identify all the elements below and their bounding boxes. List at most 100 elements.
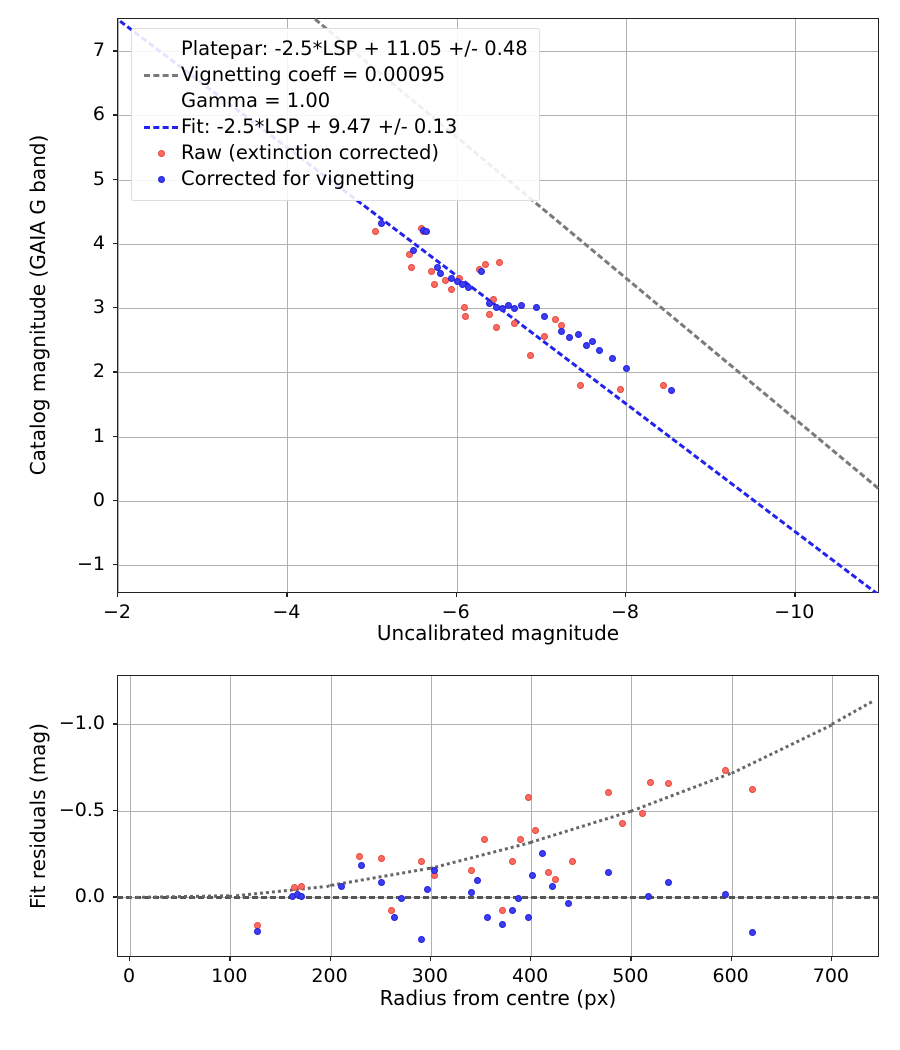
- gridline-horizontal: [118, 565, 878, 567]
- raw-data-point: [524, 794, 532, 802]
- y-axis-tick: [113, 809, 117, 812]
- corrected-data-point: [596, 347, 604, 355]
- gridline-vertical: [430, 676, 432, 956]
- raw-data-point: [568, 858, 576, 866]
- raw-data-point: [498, 906, 506, 914]
- raw-data-point: [408, 263, 416, 271]
- x-axis-tick-label: 600: [712, 965, 749, 987]
- raw-data-point: [577, 381, 585, 389]
- gridline-vertical: [330, 676, 332, 956]
- corrected-data-point: [486, 300, 494, 308]
- y-axis-tick-label: 1: [92, 424, 105, 447]
- x-axis-tick: [455, 593, 458, 597]
- raw-data-point: [371, 227, 379, 235]
- y-axis-tick-label: 7: [92, 39, 105, 62]
- y-axis-tick-label: 0.0: [74, 885, 105, 908]
- corrected-data-point: [589, 338, 597, 346]
- gridline-horizontal: [118, 810, 878, 812]
- x-axis-tick-label: 100: [211, 965, 248, 987]
- corrected-data-point: [464, 284, 472, 292]
- corrected-data-point: [297, 892, 305, 900]
- corrected-data-point: [508, 906, 516, 914]
- x-axis-tick-label: −4: [272, 601, 301, 623]
- legend-row: Vignetting coeff = 0.00095: [141, 62, 528, 88]
- gridline-vertical: [831, 676, 833, 956]
- x-axis-tick: [329, 957, 331, 961]
- raw-data-point: [418, 858, 426, 866]
- zero-residual-line-line: [117, 896, 879, 900]
- corrected-data-point: [518, 302, 526, 310]
- corrected-data-point: [498, 304, 506, 312]
- raw-data-point: [618, 820, 626, 828]
- x-axis-tick: [794, 593, 796, 597]
- corrected-data-point: [418, 936, 426, 944]
- x-axis-tick: [530, 957, 532, 961]
- x-axis-tick: [429, 957, 432, 961]
- corrected-data-point: [548, 882, 556, 890]
- corrected-data-point: [338, 882, 346, 890]
- red-dot-icon: [157, 149, 165, 157]
- raw-data-point: [659, 381, 667, 389]
- y-axis-tick: [113, 178, 117, 180]
- x-axis-tick: [286, 593, 288, 597]
- magnitude-calibration-overlay: [117, 18, 879, 593]
- y-axis-tick-label: 6: [92, 103, 105, 126]
- legend-row: Corrected for vignetting: [141, 166, 528, 192]
- legend-label-platepar: Platepar: -2.5*LSP + 11.05 +/- 0.48: [181, 37, 528, 60]
- grey-dashed-line-icon: [144, 73, 178, 77]
- x-axis-tick-label: −10: [774, 601, 815, 623]
- legend-label-gamma: Gamma = 1.00: [181, 89, 331, 112]
- corrected-data-point: [391, 913, 399, 921]
- x-axis-label-uncalibrated-magnitude: Uncalibrated magnitude: [376, 621, 620, 645]
- gridline-horizontal: [118, 500, 878, 502]
- raw-data-point: [617, 385, 625, 393]
- raw-data-point: [431, 281, 438, 289]
- raw-data-point: [496, 258, 504, 266]
- raw-data-point: [468, 866, 476, 874]
- corrected-data-point: [528, 872, 536, 880]
- gridline-vertical: [631, 676, 633, 956]
- corrected-data-point: [498, 920, 506, 928]
- raw-data-point: [405, 250, 413, 258]
- gridline-vertical: [531, 676, 533, 956]
- corrected-data-point: [431, 866, 439, 874]
- gridline-vertical: [287, 19, 289, 592]
- corrected-data-point: [398, 894, 406, 902]
- x-axis-tick: [730, 957, 732, 961]
- gridline-horizontal: [118, 436, 878, 438]
- raw-data-point: [481, 261, 489, 269]
- raw-data-point: [552, 316, 560, 324]
- x-axis-tick-label: 200: [311, 965, 348, 987]
- corrected-data-point: [358, 861, 366, 869]
- x-axis-tick-label: −6: [441, 601, 470, 623]
- corrected-data-point: [558, 328, 565, 336]
- raw-data-point: [356, 853, 364, 861]
- y-axis-tick-label: −0.5: [58, 798, 105, 821]
- legend-row: Fit: -2.5*LSP + 9.47 +/- 0.13: [141, 114, 528, 140]
- corrected-data-point: [623, 364, 631, 372]
- x-axis-tick-label: −2: [102, 601, 132, 623]
- corrected-data-point: [504, 302, 512, 310]
- corrected-data-point: [484, 913, 492, 921]
- y-axis-tick: [113, 242, 117, 245]
- corrected-data-point: [722, 891, 730, 899]
- corrected-data-point: [253, 927, 261, 935]
- raw-data-point: [531, 827, 539, 835]
- y-axis-tick: [113, 896, 117, 898]
- gridline-vertical: [118, 19, 119, 592]
- raw-data-point: [541, 332, 549, 340]
- raw-data-point: [297, 882, 305, 890]
- corrected-data-point: [377, 220, 385, 228]
- raw-data-point: [511, 319, 519, 327]
- raw-data-point: [290, 884, 298, 892]
- corrected-data-point: [574, 330, 582, 338]
- corrected-data-point: [583, 342, 591, 350]
- raw-data-point: [646, 778, 654, 786]
- x-axis-tick-label: 700: [812, 965, 849, 987]
- gridline-horizontal: [118, 243, 878, 245]
- x-axis-tick-label: 0: [122, 965, 136, 987]
- x-axis-tick-label: 500: [612, 965, 649, 987]
- y-axis-tick-label: 2: [92, 360, 105, 383]
